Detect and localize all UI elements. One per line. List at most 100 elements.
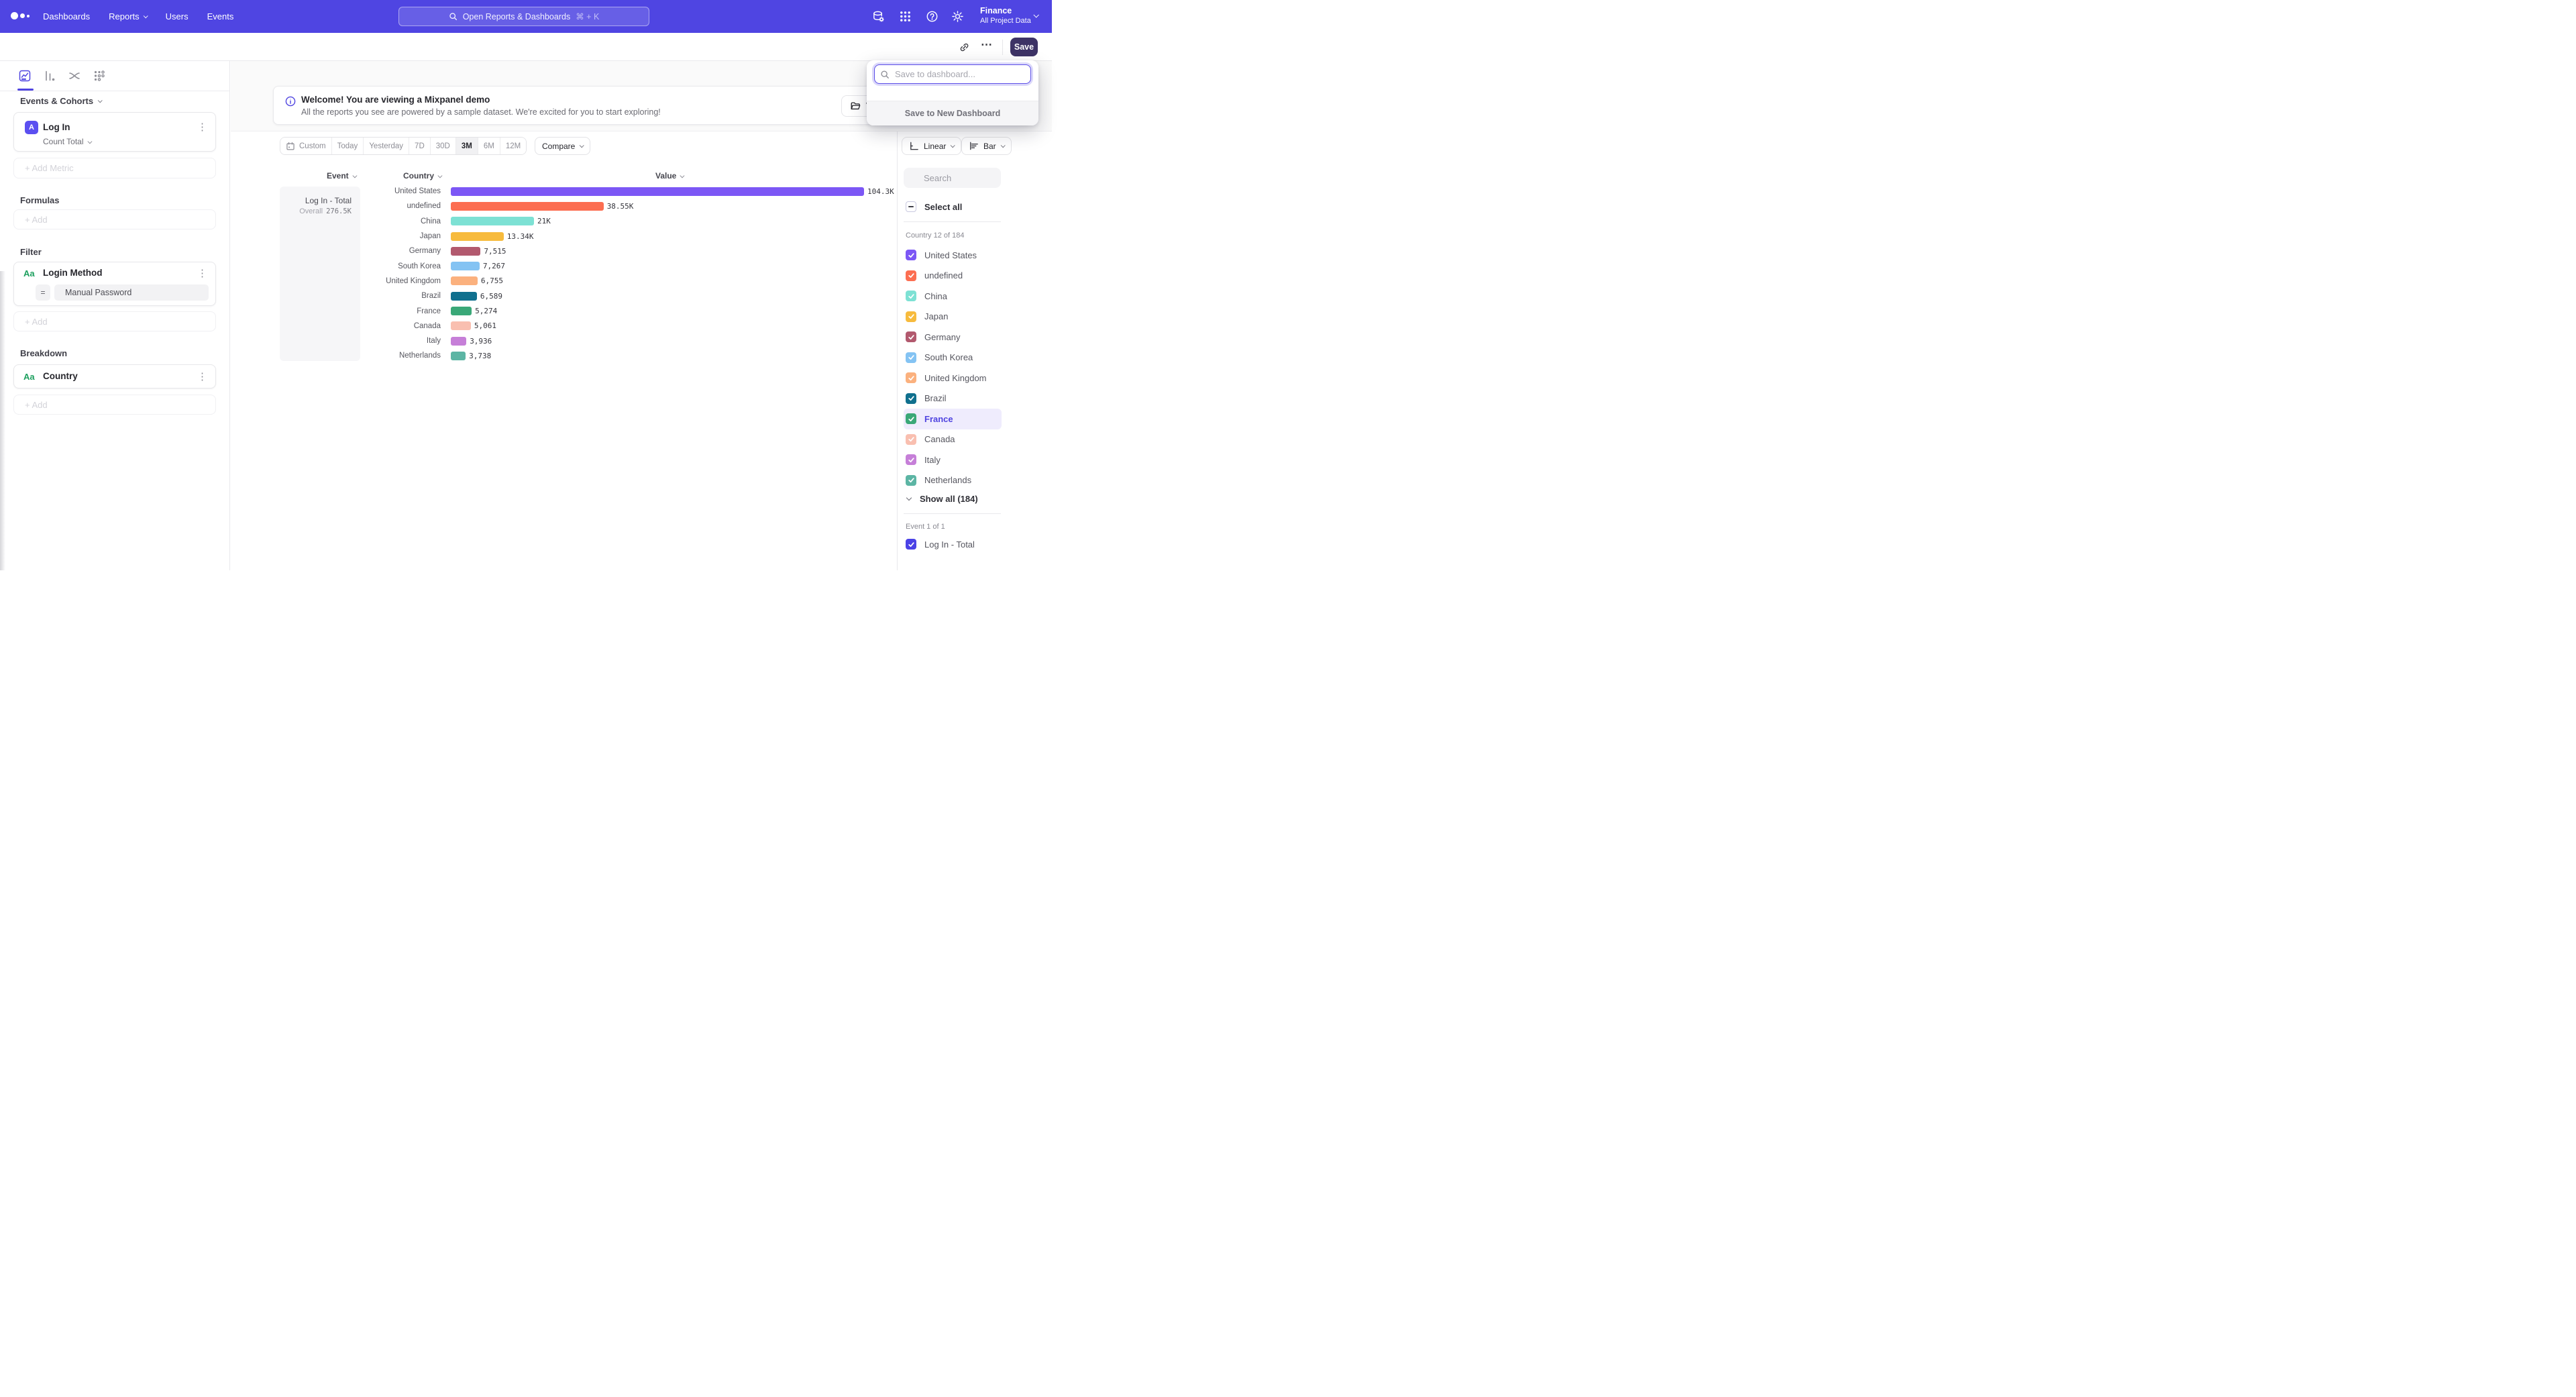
bar[interactable] xyxy=(451,232,504,241)
country-checkbox[interactable] xyxy=(906,454,916,465)
country-filter-row-undefined[interactable]: undefined xyxy=(904,266,1002,287)
bar-category-label: China xyxy=(366,217,441,225)
show-all-button[interactable]: Show all (184) xyxy=(907,494,978,504)
bar-value-label: 3,936 xyxy=(470,337,492,346)
global-search-button[interactable]: Open Reports & Dashboards ⌘ + K xyxy=(398,7,649,26)
bar[interactable] xyxy=(451,217,534,225)
project-chevron-down-icon[interactable] xyxy=(1033,12,1038,17)
filter-operator[interactable]: = xyxy=(36,284,50,301)
aggregation-selector[interactable]: Count Total xyxy=(43,137,91,146)
bar[interactable] xyxy=(451,307,472,315)
save-to-new-dashboard-button[interactable]: Save to New Dashboard xyxy=(867,101,1038,125)
country-checkbox[interactable] xyxy=(906,352,916,363)
add-formula-button[interactable]: + Add xyxy=(13,209,216,229)
bar[interactable] xyxy=(451,202,604,211)
column-header-event[interactable]: Event xyxy=(327,171,356,180)
country-checkbox[interactable] xyxy=(906,291,916,301)
country-label: Japan xyxy=(924,311,948,321)
apps-grid-icon[interactable] xyxy=(899,10,912,23)
country-filter-row-canada[interactable]: Canada xyxy=(904,429,1002,450)
event-filter-row[interactable]: Log In - Total xyxy=(906,539,975,550)
nav-item-users[interactable]: Users xyxy=(166,11,189,21)
country-checkbox[interactable] xyxy=(906,393,916,404)
metric-card[interactable]: A Log In ⋮ Count Total xyxy=(13,112,216,152)
nav-item-events[interactable]: Events xyxy=(207,11,234,21)
bar-value-label: 38.55K xyxy=(607,202,634,211)
country-filter-row-germany[interactable]: Germany xyxy=(904,327,1002,348)
bar[interactable] xyxy=(451,321,471,330)
country-checkbox[interactable] xyxy=(906,311,916,322)
country-filter-row-italy[interactable]: Italy xyxy=(904,450,1002,470)
range-option-yesterday[interactable]: Yesterday xyxy=(364,138,409,154)
help-icon[interactable] xyxy=(926,10,938,23)
country-filter-row-netherlands[interactable]: Netherlands xyxy=(904,470,1002,491)
bar[interactable] xyxy=(451,262,480,270)
bar-category-label: Italy xyxy=(366,337,441,345)
bar[interactable] xyxy=(451,337,466,346)
series-search-input[interactable] xyxy=(904,168,1001,188)
bar[interactable] xyxy=(451,187,864,196)
country-filter-row-brazil[interactable]: Brazil xyxy=(904,389,1002,409)
country-checkbox[interactable] xyxy=(906,475,916,486)
country-filter-row-france[interactable]: France xyxy=(904,409,1002,429)
add-breakdown-button[interactable]: + Add xyxy=(13,395,216,415)
select-all-row[interactable]: Select all xyxy=(906,201,962,212)
country-filter-row-china[interactable]: China xyxy=(904,286,1002,307)
compare-button[interactable]: Compare xyxy=(535,137,590,155)
country-filter-row-south-korea[interactable]: South Korea xyxy=(904,348,1002,368)
project-switcher[interactable]: Finance All Project Data xyxy=(980,6,1031,25)
settings-gear-icon[interactable] xyxy=(951,10,964,23)
range-option-3m[interactable]: 3M xyxy=(456,138,478,154)
tab-insights-icon[interactable] xyxy=(18,69,32,83)
filter-value[interactable]: Manual Password xyxy=(54,284,209,301)
range-option-12m[interactable]: 12M xyxy=(500,138,526,154)
bar[interactable] xyxy=(451,292,477,301)
range-option-custom[interactable]: Custom xyxy=(280,138,332,154)
bar[interactable] xyxy=(451,276,478,285)
copy-link-icon[interactable] xyxy=(959,42,970,53)
range-option-30d[interactable]: 30D xyxy=(431,138,456,154)
filter-kebab-icon[interactable]: ⋮ xyxy=(197,268,207,278)
country-filter-row-united-kingdom[interactable]: United Kingdom xyxy=(904,368,1002,389)
add-metric-button[interactable]: + Add Metric xyxy=(13,158,216,178)
range-option-6m[interactable]: 6M xyxy=(478,138,500,154)
country-filter-row-united-states[interactable]: United States xyxy=(904,245,1002,266)
scale-selector-button[interactable]: Linear xyxy=(902,137,961,155)
metric-kebab-icon[interactable]: ⋮ xyxy=(197,122,207,132)
add-filter-button[interactable]: + Add xyxy=(13,311,216,331)
tab-retention-icon[interactable] xyxy=(93,69,106,83)
more-options-icon[interactable]: ⋯ xyxy=(981,39,992,50)
country-checkbox[interactable] xyxy=(906,270,916,281)
info-icon xyxy=(285,96,296,107)
bar[interactable] xyxy=(451,247,480,256)
tab-flows-icon[interactable] xyxy=(68,69,81,83)
chart-type-button[interactable]: Bar xyxy=(961,137,1012,155)
tab-funnels-icon[interactable] xyxy=(43,69,56,83)
data-management-icon[interactable] xyxy=(872,10,885,23)
bar[interactable] xyxy=(451,352,466,360)
column-header-country[interactable]: Country xyxy=(403,171,441,180)
country-checkbox[interactable] xyxy=(906,250,916,260)
country-checkbox[interactable] xyxy=(906,372,916,383)
select-all-label: Select all xyxy=(924,202,962,212)
event-summary-panel[interactable]: Log In - Total Overall276.5K xyxy=(280,187,360,361)
select-all-checkbox[interactable] xyxy=(906,201,916,212)
country-checkbox[interactable] xyxy=(906,331,916,342)
range-option-today[interactable]: Today xyxy=(332,138,364,154)
column-header-value[interactable]: Value xyxy=(655,171,684,180)
nav-item-reports[interactable]: Reports xyxy=(109,11,147,21)
filter-card[interactable]: Aa Login Method ⋮ = Manual Password xyxy=(13,262,216,306)
breakdown-card[interactable]: Aa Country ⋮ xyxy=(13,364,216,389)
mixpanel-logo-icon[interactable] xyxy=(11,12,30,19)
save-to-dashboard-input[interactable] xyxy=(874,64,1031,84)
nav-menu: Dashboards Reports Users Events xyxy=(43,0,233,33)
nav-item-dashboards[interactable]: Dashboards xyxy=(43,11,90,21)
country-checkbox[interactable] xyxy=(906,413,916,424)
event-filter-checkbox[interactable] xyxy=(906,539,916,550)
events-cohorts-header[interactable]: Events & Cohorts xyxy=(20,96,101,106)
country-checkbox[interactable] xyxy=(906,434,916,445)
save-button[interactable]: Save xyxy=(1010,38,1038,56)
country-filter-row-japan[interactable]: Japan xyxy=(904,307,1002,327)
range-option-7d[interactable]: 7D xyxy=(409,138,431,154)
breakdown-kebab-icon[interactable]: ⋮ xyxy=(197,372,207,382)
